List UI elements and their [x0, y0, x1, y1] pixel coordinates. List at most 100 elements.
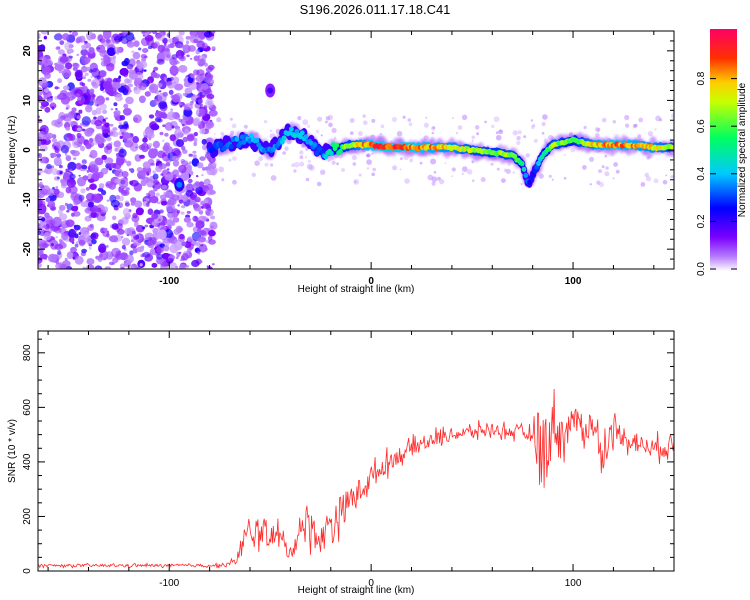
noise-blob	[176, 210, 181, 214]
x-tick-label: -100	[159, 578, 179, 589]
noise-blob	[94, 133, 104, 145]
noise-blob	[55, 236, 58, 239]
noise-blob	[177, 204, 180, 207]
noise-blob	[70, 191, 79, 201]
noise-blob	[89, 246, 92, 250]
noise-blob	[38, 33, 41, 37]
noise-blob	[119, 135, 124, 139]
noise-blob	[111, 247, 121, 258]
noise-speckle	[230, 130, 235, 136]
noise-speckle	[493, 116, 500, 123]
noise-blob	[146, 132, 155, 139]
ridge-core	[254, 137, 260, 143]
noise-blob	[147, 240, 153, 247]
noise-speckle	[430, 158, 437, 165]
noise-blob	[65, 168, 70, 172]
noise-blob	[76, 127, 82, 131]
noise-blob	[65, 219, 75, 228]
noise-blob	[86, 31, 94, 41]
noise-blob	[161, 184, 168, 190]
noise-blob	[165, 158, 172, 163]
noise-speckle	[665, 174, 668, 177]
noise-blob	[169, 213, 173, 217]
noise-blob	[166, 203, 175, 213]
noise-blob	[120, 179, 126, 185]
noise-blob	[86, 127, 94, 136]
noise-speckle	[307, 159, 311, 163]
noise-blob	[171, 125, 175, 129]
noise-speckle	[640, 182, 646, 187]
noise-blob	[98, 183, 105, 189]
noise-blob	[48, 99, 53, 103]
noise-blob	[51, 138, 58, 143]
noise-speckle	[563, 153, 566, 156]
noise-blob	[189, 58, 193, 60]
noise-blob	[178, 251, 182, 254]
noise-blob	[149, 248, 156, 256]
ridge-core	[247, 138, 253, 144]
noise-blob	[184, 128, 189, 134]
noise-blob	[207, 127, 211, 130]
snr-background	[38, 331, 674, 571]
noise-blob	[177, 43, 184, 49]
noise-blob	[56, 153, 62, 158]
noise-blob	[98, 243, 107, 253]
noise-blob	[57, 250, 62, 255]
noise-blob	[105, 245, 109, 248]
noise-blob	[55, 262, 64, 269]
noise-blob	[40, 233, 45, 237]
noise-speckle	[396, 130, 403, 137]
noise-speckle	[423, 122, 429, 128]
noise-blob	[106, 199, 110, 202]
noise-blob	[129, 250, 134, 256]
noise-blob	[58, 33, 61, 36]
noise-speckle	[243, 124, 248, 129]
noise-speckle	[354, 180, 357, 184]
noise-speckle	[604, 171, 610, 177]
noise-blob	[186, 134, 195, 142]
noise-blob	[121, 171, 129, 178]
noise-blob	[58, 209, 63, 215]
noise-blob	[127, 83, 133, 88]
noise-blob	[181, 253, 189, 261]
noise-speckle	[299, 150, 304, 155]
ridge-core	[292, 133, 298, 139]
y-tick-label: -10	[22, 192, 33, 207]
noise-blob	[71, 31, 78, 37]
noise-blob	[106, 136, 112, 142]
noise-blob	[73, 224, 77, 228]
noise-blob	[105, 97, 110, 101]
noise-speckle	[659, 118, 663, 122]
noise-blob	[146, 178, 155, 188]
noise-blob	[173, 228, 181, 235]
noise-blob	[46, 163, 52, 170]
noise-speckle	[232, 179, 237, 185]
noise-blob	[185, 36, 191, 40]
noise-blob	[80, 188, 86, 194]
noise-blob	[194, 196, 201, 203]
noise-blob	[109, 168, 112, 171]
noise-speckle	[541, 122, 546, 127]
noise-blob	[181, 160, 189, 167]
noise-blob	[161, 200, 168, 206]
noise-blob	[61, 69, 72, 78]
noise-blob	[58, 238, 63, 243]
y-tick-label: 10	[22, 94, 33, 106]
noise-speckle	[533, 138, 538, 143]
noise-blob	[182, 44, 191, 54]
noise-blob	[187, 236, 193, 241]
noise-blob	[152, 170, 156, 174]
noise-blob	[126, 41, 135, 48]
noise-blob	[186, 210, 191, 214]
noise-blob	[153, 66, 159, 71]
noise-speckle	[371, 118, 376, 123]
noise-blob	[85, 104, 93, 113]
ridge-core	[303, 134, 309, 140]
noise-speckle	[431, 131, 435, 135]
noise-blob	[197, 98, 203, 105]
noise-speckle	[363, 120, 368, 125]
noise-blob	[199, 91, 203, 95]
noise-blob	[102, 206, 109, 213]
noise-blob	[98, 70, 107, 78]
spectral-feature-core	[176, 181, 183, 188]
